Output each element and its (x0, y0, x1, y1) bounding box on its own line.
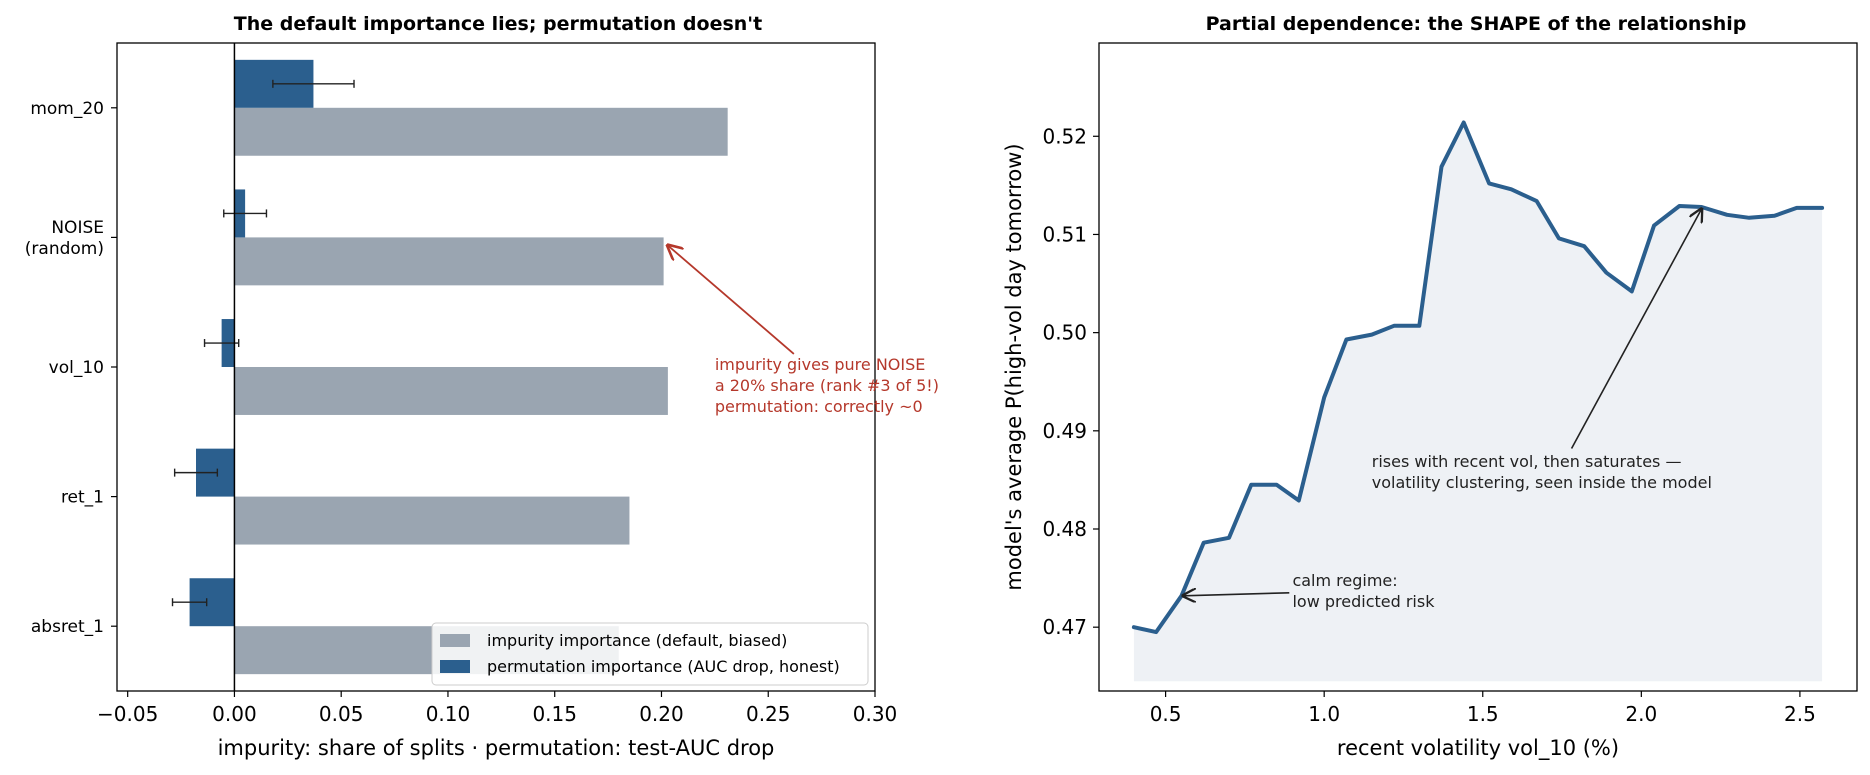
partial-dependence-area (1133, 122, 1823, 682)
pd-x-tick-label: 1.5 (1467, 702, 1499, 726)
pd-annotation-1: calm regime: low predicted risk (1183, 571, 1435, 611)
partial-dependence-chart: Partial dependence: the SHAPE of the rel… (1002, 13, 1858, 761)
pd-annotation-text-1-0: calm regime: (1292, 571, 1397, 590)
pd-y-tick-label: 0.50 (1042, 321, 1087, 345)
pd-y-tick-label: 0.52 (1042, 124, 1087, 148)
noise-annotation-arrow (668, 245, 795, 355)
importance-chart-title: The default importance lies; permutation… (234, 13, 762, 35)
x-tick-label: 0.20 (639, 702, 684, 726)
pd-x-tick-label: 2.5 (1784, 702, 1816, 726)
partial-dependence-plot-frame (1098, 42, 1858, 692)
partial-dependence-title: Partial dependence: the SHAPE of the rel… (1206, 13, 1747, 35)
partial-dependence-line (1131, 120, 1825, 635)
legend-box (431, 622, 869, 686)
y-tick-label-mom_20: mom_20 (30, 99, 104, 119)
bar-impurity-noise (234, 237, 664, 286)
error-bar-vol_10 (203, 339, 240, 348)
pd-y-tick-label: 0.47 (1042, 615, 1087, 639)
x-tick-label: 0.25 (746, 702, 791, 726)
legend-swatch-1 (440, 660, 470, 673)
y-tick-label-noise-0: NOISE (51, 218, 104, 238)
x-tick-label: 0.30 (853, 702, 898, 726)
noise-annotation: impurity gives pure NOISE a 20% share (ra… (668, 245, 939, 416)
bar-impurity-vol_10 (234, 367, 668, 415)
partial-dependence-x-axis-label: recent volatility vol_10 (%) (1337, 736, 1619, 761)
importance-legend: impurity importance (default, biased) per… (431, 622, 869, 686)
error-bar-ret_1 (173, 468, 219, 477)
pd-y-tick-label: 0.49 (1042, 419, 1087, 443)
legend-label-0: impurity importance (default, biased) (487, 631, 787, 650)
importance-chart: The default importance lies; permutation… (25, 13, 939, 760)
importance-x-axis-label: impurity: share of splits · permutation:… (218, 736, 775, 760)
pd-annotation-text-1-1: low predicted risk (1292, 592, 1435, 611)
pd-annotation-arrow-0 (1570, 209, 1702, 449)
x-tick-label: 0.00 (212, 702, 257, 726)
x-tick-label: 0.15 (532, 702, 577, 726)
x-tick-label: 0.10 (426, 702, 471, 726)
error-bar-noise (223, 209, 268, 218)
legend-swatch-0 (440, 634, 470, 647)
pd-annotation-arrow-1 (1183, 593, 1290, 596)
bar-impurity-ret_1 (234, 496, 630, 545)
bar-impurity-mom_20 (234, 107, 728, 156)
pd-x-tick-label: 2.0 (1625, 702, 1657, 726)
partial-dependence-y-axis-label: model's average P(high-vol day tomorrow) (1002, 143, 1026, 590)
pd-x-tick-label: 0.5 (1150, 702, 1182, 726)
y-tick-label-ret_1: ret_1 (61, 488, 104, 508)
y-tick-label-vol_10: vol_10 (49, 358, 104, 378)
error-bar-absret_1 (171, 598, 208, 607)
noise-annotation-text-0: impurity gives pure NOISE (715, 355, 926, 374)
pd-annotation-0: rises with recent vol, then saturates — v… (1372, 209, 1712, 492)
error-bar-mom_20 (272, 79, 355, 88)
pd-y-tick-label: 0.51 (1042, 222, 1087, 246)
x-tick-label: 0.05 (319, 702, 364, 726)
noise-annotation-text-2: permutation: correctly ~0 (715, 397, 923, 416)
pd-y-tick-label: 0.48 (1042, 517, 1087, 541)
x-tick-label: −0.05 (97, 702, 158, 726)
pd-x-tick-label: 1.0 (1308, 702, 1340, 726)
legend-label-1: permutation importance (AUC drop, honest… (487, 657, 840, 676)
pd-annotation-text-0-0: rises with recent vol, then saturates — (1372, 452, 1682, 471)
pd-annotation-text-0-1: volatility clustering, seen inside the m… (1372, 473, 1712, 492)
y-tick-label-noise-1: (random) (25, 239, 104, 259)
noise-annotation-text-1: a 20% share (rank #3 of 5!) (715, 376, 939, 395)
y-tick-label-absret_1: absret_1 (31, 617, 104, 637)
